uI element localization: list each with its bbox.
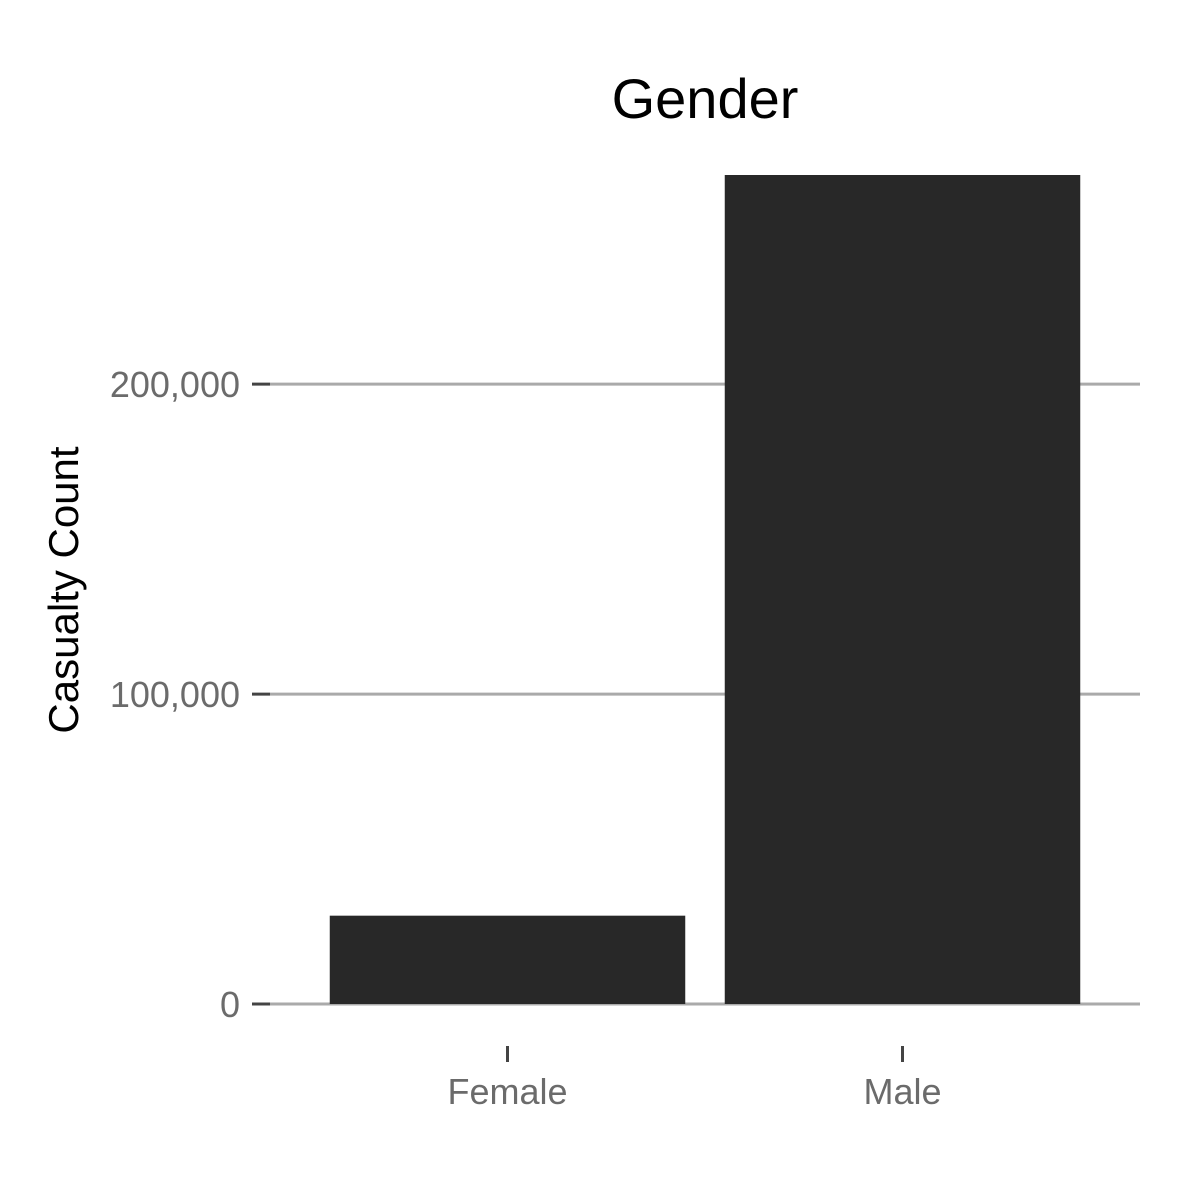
y-axis-label: Casualty Count	[40, 446, 87, 733]
y-tick-label-2: 200,000	[110, 364, 240, 405]
chart-title: Gender	[612, 67, 799, 130]
y-axis-ticks: 0 100,000 200,000	[110, 364, 270, 1025]
y-tick-label-0: 0	[220, 984, 240, 1025]
x-tick-label-male: Male	[863, 1071, 941, 1112]
y-tick-label-1: 100,000	[110, 674, 240, 715]
bar-male	[724, 175, 1081, 1004]
x-axis-ticks: Female Male	[447, 1046, 942, 1112]
bars	[329, 175, 1081, 1004]
bar-female	[329, 915, 686, 1004]
x-tick-label-female: Female	[447, 1071, 567, 1112]
